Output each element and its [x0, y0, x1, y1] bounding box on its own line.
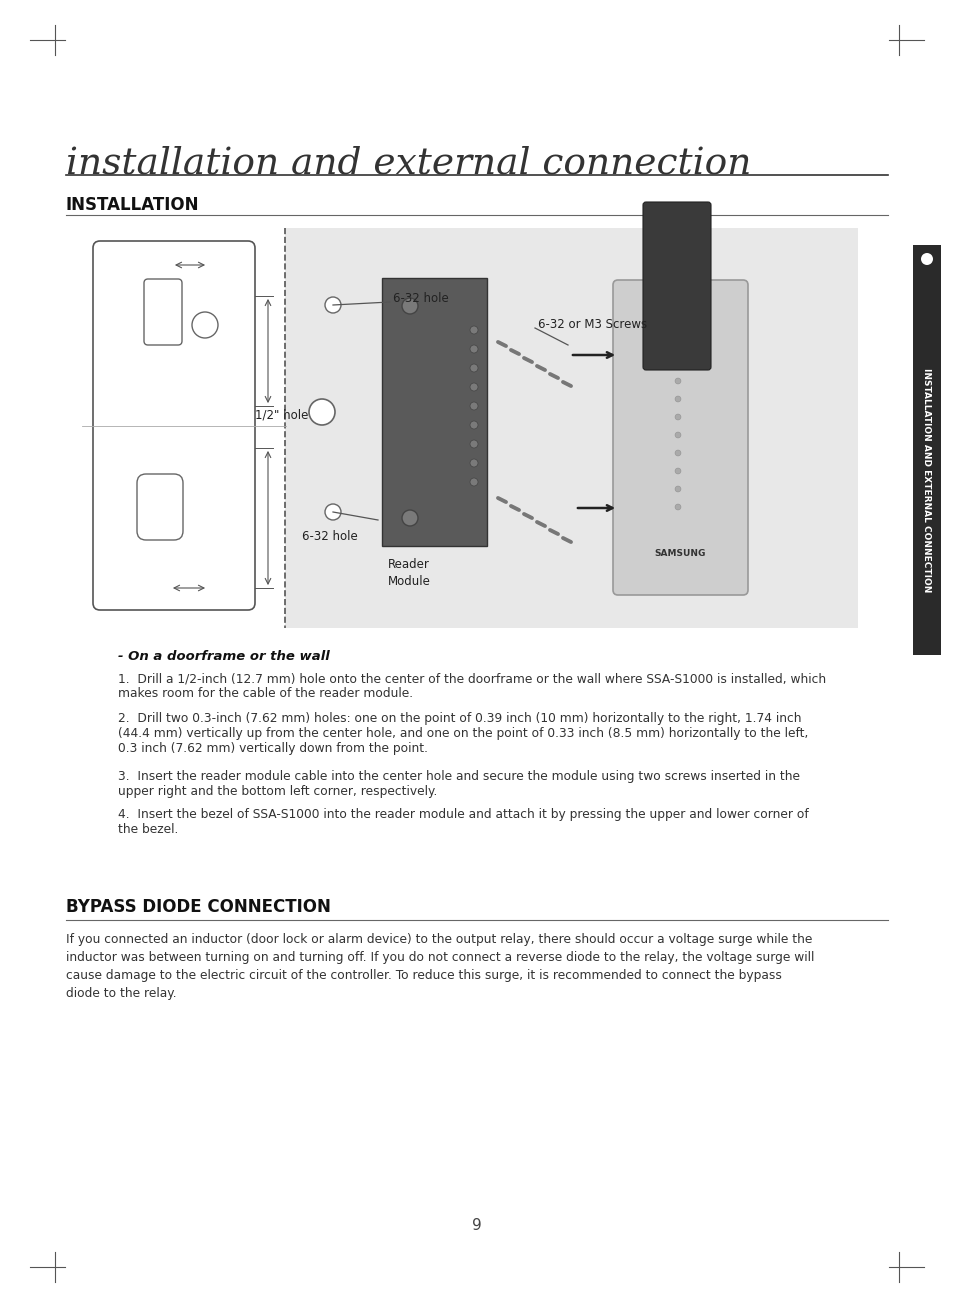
Circle shape: [470, 421, 477, 429]
Circle shape: [675, 505, 680, 510]
Circle shape: [401, 510, 417, 525]
Circle shape: [675, 433, 680, 438]
FancyBboxPatch shape: [613, 280, 747, 595]
Text: SAMSUNG: SAMSUNG: [654, 549, 705, 558]
Text: INSTALLATION AND EXTERNAL CONNECTION: INSTALLATION AND EXTERNAL CONNECTION: [922, 367, 930, 592]
Text: 3.  Insert the reader module cable into the center hole and secure the module us: 3. Insert the reader module cable into t…: [118, 770, 800, 799]
Text: 1/2" hole: 1/2" hole: [254, 409, 308, 421]
Circle shape: [675, 450, 680, 456]
FancyBboxPatch shape: [285, 227, 857, 627]
Text: Reader
Module: Reader Module: [388, 558, 431, 588]
Text: 6-32 hole: 6-32 hole: [302, 531, 357, 542]
Text: 6-32 or M3 Screws: 6-32 or M3 Screws: [537, 318, 646, 331]
FancyBboxPatch shape: [144, 278, 182, 345]
Circle shape: [920, 254, 932, 265]
Circle shape: [325, 505, 340, 520]
FancyBboxPatch shape: [912, 244, 940, 655]
Circle shape: [675, 486, 680, 491]
Circle shape: [470, 440, 477, 448]
FancyBboxPatch shape: [92, 240, 254, 610]
Circle shape: [325, 297, 340, 312]
Text: INSTALLATION: INSTALLATION: [66, 196, 199, 214]
Text: 9: 9: [472, 1218, 481, 1233]
Text: installation and external connection: installation and external connection: [66, 145, 751, 180]
FancyBboxPatch shape: [642, 203, 710, 370]
FancyBboxPatch shape: [381, 278, 486, 546]
FancyBboxPatch shape: [137, 474, 183, 540]
Text: BYPASS DIODE CONNECTION: BYPASS DIODE CONNECTION: [66, 898, 331, 916]
Text: 4.  Insert the bezel of SSA-S1000 into the reader module and attach it by pressi: 4. Insert the bezel of SSA-S1000 into th…: [118, 808, 808, 836]
Circle shape: [470, 459, 477, 467]
Circle shape: [675, 468, 680, 474]
Circle shape: [192, 312, 218, 339]
Circle shape: [470, 383, 477, 391]
Circle shape: [675, 378, 680, 384]
Circle shape: [675, 414, 680, 420]
Circle shape: [470, 345, 477, 353]
Circle shape: [470, 403, 477, 410]
Text: 1.  Drill a 1/2-inch (12.7 mm) hole onto the center of the doorframe or the wall: 1. Drill a 1/2-inch (12.7 mm) hole onto …: [118, 672, 825, 701]
Circle shape: [470, 478, 477, 486]
Text: 6-32 hole: 6-32 hole: [393, 291, 448, 305]
Text: 2.  Drill two 0.3-inch (7.62 mm) holes: one on the point of 0.39 inch (10 mm) ho: 2. Drill two 0.3-inch (7.62 mm) holes: o…: [118, 712, 807, 755]
Circle shape: [675, 396, 680, 403]
Circle shape: [470, 365, 477, 372]
Circle shape: [470, 325, 477, 335]
Circle shape: [401, 298, 417, 314]
Circle shape: [309, 399, 335, 425]
Text: If you connected an inductor (door lock or alarm device) to the output relay, th: If you connected an inductor (door lock …: [66, 933, 814, 1000]
Text: - On a doorframe or the wall: - On a doorframe or the wall: [118, 650, 330, 663]
